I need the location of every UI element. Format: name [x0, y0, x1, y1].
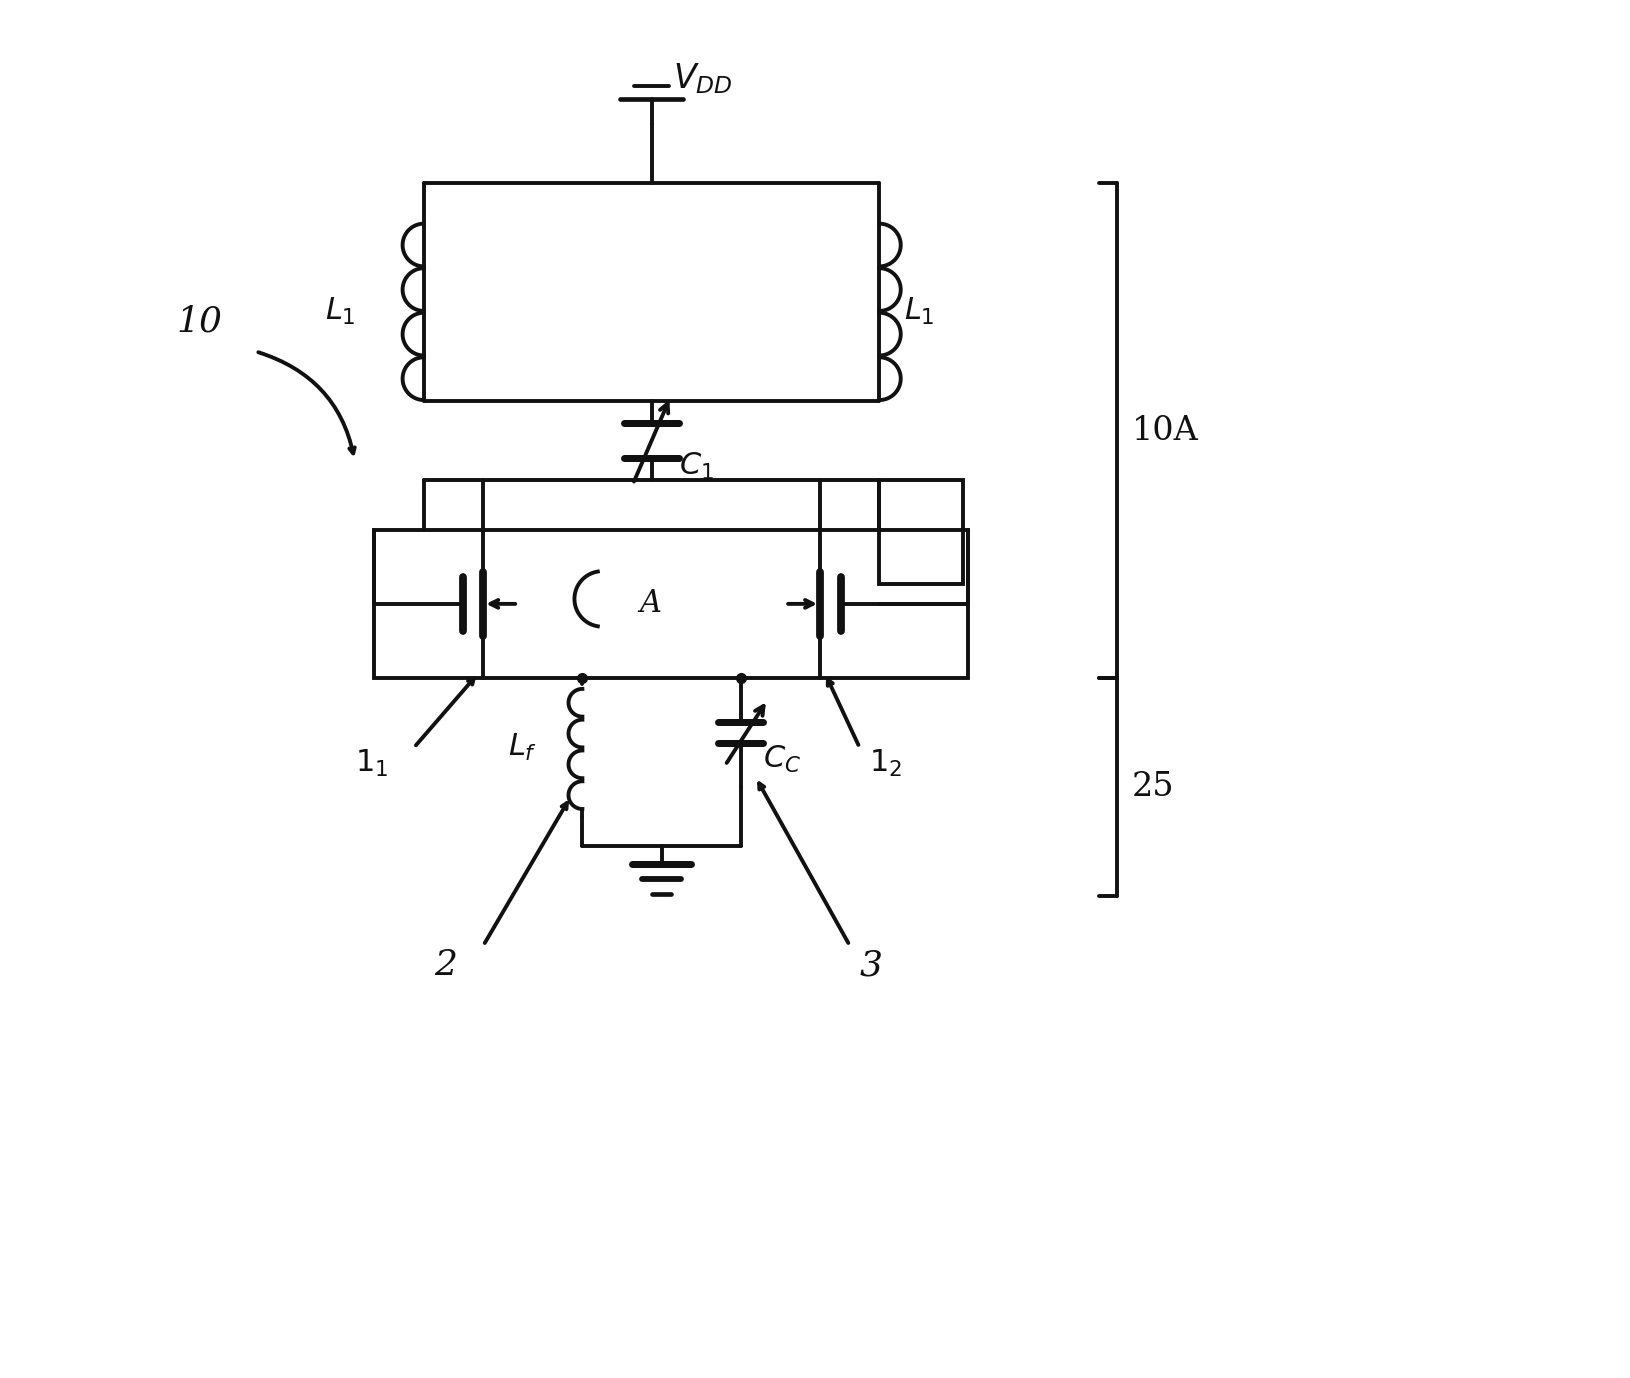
Text: A: A [641, 588, 662, 619]
Text: $V_{DD}$: $V_{DD}$ [673, 62, 734, 96]
Text: 10A: 10A [1131, 415, 1198, 446]
Text: $L_1$: $L_1$ [324, 296, 355, 328]
Text: 10: 10 [176, 305, 223, 339]
Text: $1_1$: $1_1$ [355, 748, 388, 779]
Text: $C_C$: $C_C$ [763, 744, 800, 776]
Bar [375, 529, 968, 678]
Text: 3: 3 [859, 948, 882, 983]
Text: $L_f$: $L_f$ [509, 732, 538, 763]
Text: 2: 2 [434, 948, 456, 983]
Text: $L_1$: $L_1$ [905, 296, 934, 328]
Text: 25: 25 [1131, 772, 1174, 803]
Text: $1_2$: $1_2$ [869, 748, 903, 779]
Bar [879, 480, 963, 584]
Text: $C_1$: $C_1$ [680, 451, 714, 482]
